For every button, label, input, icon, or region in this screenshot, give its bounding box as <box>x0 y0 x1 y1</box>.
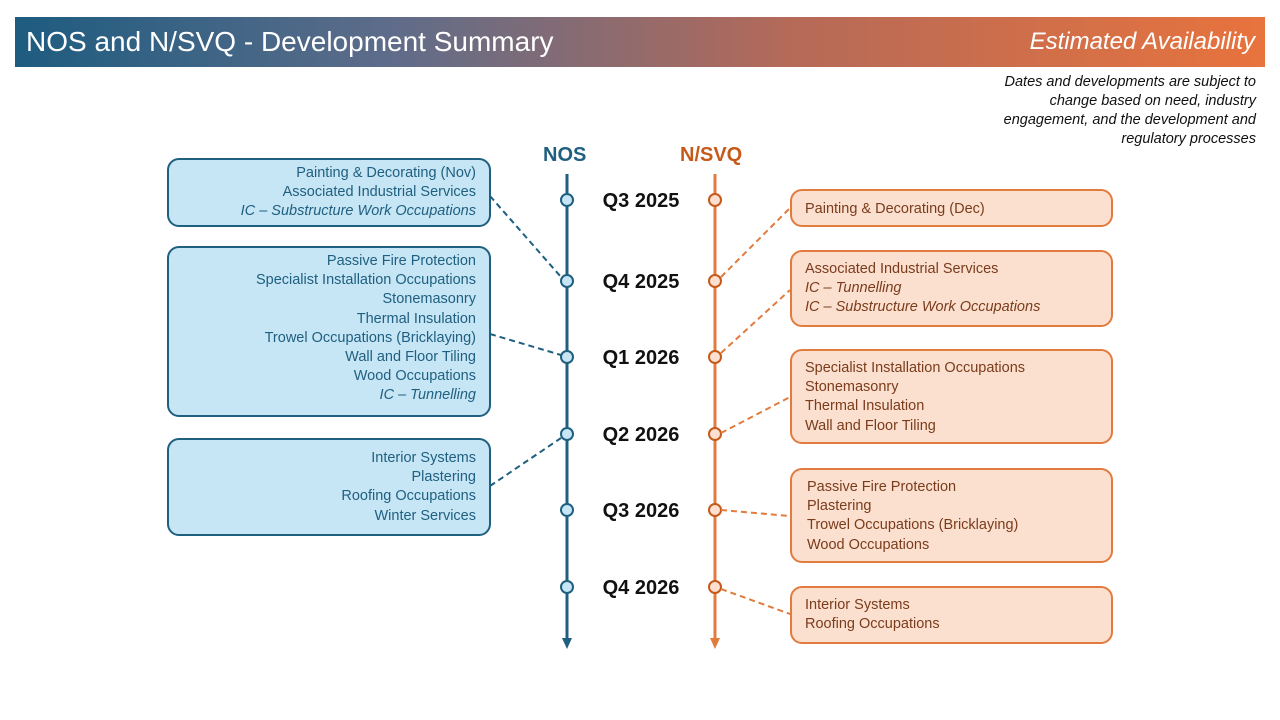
nos-item: IC – Substructure Work Occupations <box>240 203 476 220</box>
nos-connector-q2-2026 <box>489 437 562 487</box>
svq-box-q2-2026: Specialist Installation Occupations Ston… <box>790 349 1113 444</box>
disclaimer-line: Dates and developments are subject to <box>1004 74 1256 90</box>
nos-marker-q1-2026 <box>560 350 574 364</box>
nos-box-q1-2026: Passive Fire Protection Specialist Insta… <box>167 246 491 417</box>
nos-item: Roofing Occupations <box>341 488 476 505</box>
svq-item: IC – Tunnelling <box>805 280 902 297</box>
svq-item: Painting & Decorating (Dec) <box>805 201 985 217</box>
nos-item: Interior Systems <box>371 450 476 466</box>
svq-axis-arrowhead <box>710 638 720 649</box>
svq-item: IC – Substructure Work Occupations <box>805 299 1041 316</box>
nos-item: Stonemasonry <box>382 291 477 308</box>
svq-column-header: N/SVQ <box>680 144 743 166</box>
svq-item: Plastering <box>807 498 872 515</box>
nos-marker-q4-2025 <box>560 274 574 288</box>
nos-box-q4-2025: Painting & Decorating (Nov) Associated I… <box>167 158 491 227</box>
quarter-label: Q4 2026 <box>602 577 680 599</box>
page-title: NOS and N/SVQ - Development Summary <box>26 26 554 57</box>
svq-marker-q2-2026 <box>708 427 722 441</box>
nos-item: Thermal Insulation <box>356 310 476 327</box>
svq-connector-q2-2026 <box>720 396 791 434</box>
nos-item: Winter Services <box>374 507 476 524</box>
svq-marker-q4-2025 <box>708 274 722 288</box>
quarter-label: Q3 2026 <box>602 500 680 522</box>
svq-connector-q3-2026 <box>720 509 791 517</box>
nos-item: Wood Occupations <box>353 368 476 385</box>
svq-marker-q3-2025 <box>708 193 722 207</box>
svq-item: Stonemasonry <box>805 379 899 396</box>
nos-box-q2-2026: Interior Systems Plastering Roofing Occu… <box>167 438 491 536</box>
svq-box-q4-2026: Interior Systems Roofing Occupations <box>790 586 1113 644</box>
disclaimer-line: change based on need, industry <box>1049 93 1256 109</box>
svq-marker-q1-2026 <box>708 350 722 364</box>
disclaimer-line: engagement, and the development and <box>1003 112 1256 128</box>
title-banner: NOS and N/SVQ - Development Summary Esti… <box>15 17 1265 67</box>
svq-connector-q4-2025 <box>720 207 791 278</box>
quarter-label: Q4 2025 <box>602 271 680 293</box>
nos-item: Painting & Decorating (Nov) <box>296 165 476 181</box>
svq-marker-q4-2026 <box>708 580 722 594</box>
nos-item: Wall and Floor Tiling <box>345 349 476 366</box>
nos-connector-q4-2025 <box>489 195 562 278</box>
nos-item: Plastering <box>411 469 476 486</box>
svq-box-q3-2026: Passive Fire Protection Plastering Trowe… <box>790 468 1113 563</box>
nos-marker-q4-2026 <box>560 580 574 594</box>
svq-box-q1-2026: Associated Industrial Services IC – Tunn… <box>790 250 1113 327</box>
svq-connector-q4-2026 <box>720 588 791 615</box>
nos-marker-q2-2026 <box>560 427 574 441</box>
svq-item: Roofing Occupations <box>805 616 940 633</box>
svq-item: Thermal Insulation <box>805 398 925 415</box>
svq-item: Specialist Installation Occupations <box>805 360 1026 376</box>
quarter-label: Q3 2025 <box>602 190 680 212</box>
svq-item: Wall and Floor Tiling <box>805 417 936 434</box>
page-subtitle: Estimated Availability <box>1029 28 1255 55</box>
nos-marker-q3-2025 <box>560 193 574 207</box>
quarter-label: Q2 2026 <box>602 424 680 446</box>
svq-item: Trowel Occupations (Bricklaying) <box>807 517 1019 534</box>
nos-item: Specialist Installation Occupations <box>255 272 476 289</box>
svq-item: Interior Systems <box>805 597 910 613</box>
disclaimer-line: regulatory processes <box>1121 131 1256 147</box>
nos-marker-q3-2026 <box>560 503 574 517</box>
nos-column-header: NOS <box>543 144 587 166</box>
svq-marker-q3-2026 <box>708 503 722 517</box>
nos-item: Trowel Occupations (Bricklaying) <box>264 329 476 346</box>
nos-item: Associated Industrial Services <box>282 184 476 201</box>
quarter-label: Q1 2026 <box>602 347 680 369</box>
nos-item: IC – Tunnelling <box>379 387 476 404</box>
nos-item: Passive Fire Protection <box>326 253 476 269</box>
svq-item: Wood Occupations <box>807 536 930 553</box>
svq-item: Passive Fire Protection <box>807 479 957 495</box>
nos-connector-q1-2026 <box>489 333 562 356</box>
nos-axis-arrowhead <box>562 638 572 649</box>
svq-item: Associated Industrial Services <box>805 261 999 277</box>
disclaimer-note: Dates and developments are subject to ch… <box>936 73 1256 149</box>
svq-connector-q1-2026 <box>720 289 791 354</box>
svq-box-q4-2025: Painting & Decorating (Dec) <box>790 189 1113 227</box>
